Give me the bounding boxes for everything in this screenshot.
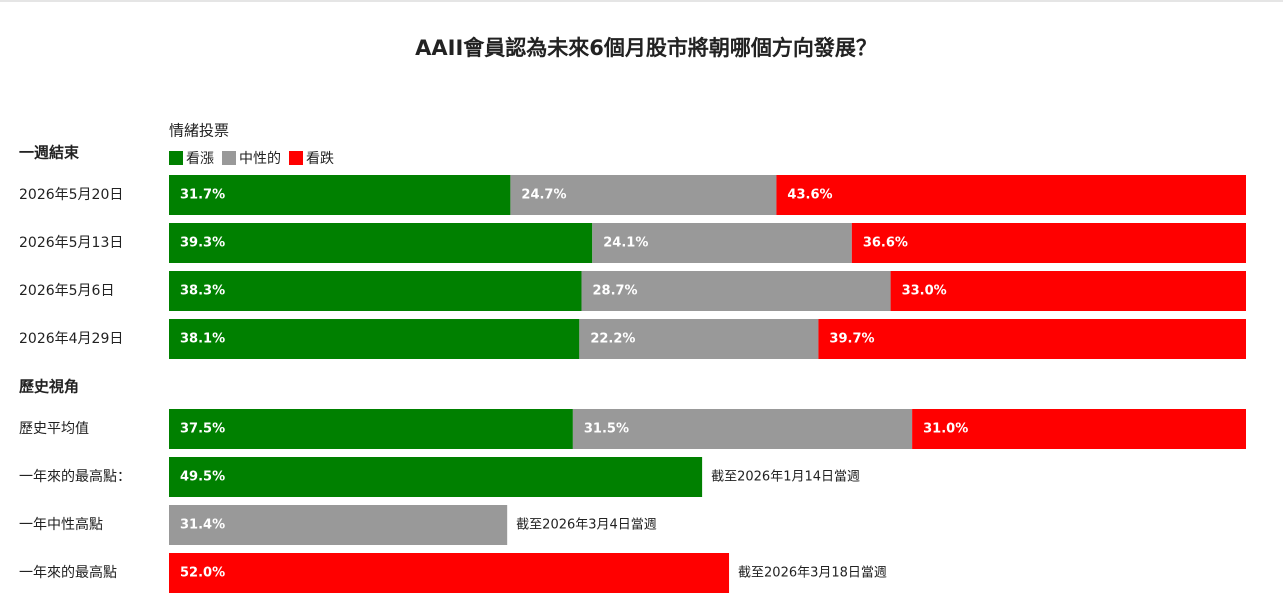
bar-segment: [169, 223, 593, 263]
category-label: 歷史平均值: [19, 421, 89, 437]
value-label: 39.3%: [180, 236, 225, 251]
category-label: 一年中性高點: [19, 516, 103, 533]
value-label: 31.0%: [923, 422, 968, 437]
value-label: 38.1%: [180, 332, 225, 347]
value-label: 39.7%: [829, 332, 874, 347]
category-label: 2026年5月20日: [19, 187, 123, 203]
legend-label: 中性的: [239, 151, 281, 167]
bar: [169, 553, 730, 593]
note: 截至2026年3月4日當週: [516, 518, 657, 533]
bar: [169, 505, 508, 545]
value-label: 37.5%: [180, 422, 225, 437]
value-label: 22.2%: [590, 332, 635, 347]
value-label: 38.3%: [180, 284, 225, 299]
bar-segment: [592, 223, 852, 263]
value-label: 43.6%: [787, 188, 832, 203]
category-label: 2026年5月6日: [19, 283, 114, 299]
top-border: [0, 0, 1283, 2]
category-label: 一年來的最高點：: [19, 468, 131, 485]
bar-segment: [169, 175, 511, 215]
legend-label: 看跌: [306, 151, 334, 167]
legend-swatch: [222, 151, 236, 165]
category-label: 2026年4月29日: [19, 331, 123, 347]
bar-segment: [776, 175, 1246, 215]
value-label: 28.7%: [592, 284, 637, 299]
bar-segment: [510, 175, 777, 215]
bar-segment: [912, 409, 1246, 449]
bar-segment: [851, 223, 1246, 263]
legend-title: 情緒投票: [169, 122, 229, 140]
value-label: 33.0%: [902, 284, 947, 299]
bar-segment: [169, 271, 582, 311]
chart-title: AAII會員認為未來6個月股市將朝哪個方向發展？: [415, 36, 877, 60]
value-label: 52.0%: [180, 566, 225, 581]
value-label: 31.7%: [180, 188, 225, 203]
bar-segment: [169, 409, 573, 449]
category-label: 一年來的最高點: [19, 564, 117, 581]
bar: [169, 457, 703, 497]
note: 截至2026年1月14日當週: [711, 470, 860, 485]
value-label: 31.4%: [180, 518, 225, 533]
value-label: 31.5%: [584, 422, 629, 437]
bar-segment: [890, 271, 1246, 311]
section-heading: 歷史視角: [19, 378, 79, 396]
bar-segment: [581, 271, 891, 311]
category-label: 2026年5月13日: [19, 235, 123, 251]
value-label: 49.5%: [180, 470, 225, 485]
legend-swatch: [289, 151, 303, 165]
value-label: 24.1%: [603, 236, 648, 251]
section-heading: 一週結束: [19, 144, 80, 162]
bar-segment: [579, 319, 819, 359]
bar-segment: [572, 409, 913, 449]
value-label: 24.7%: [521, 188, 566, 203]
note: 截至2026年3月18日當週: [738, 566, 887, 581]
legend-swatch: [169, 151, 183, 165]
legend-label: 看漲: [186, 151, 214, 167]
bar-segment: [818, 319, 1246, 359]
value-label: 36.6%: [863, 236, 908, 251]
bar-segment: [169, 319, 580, 359]
